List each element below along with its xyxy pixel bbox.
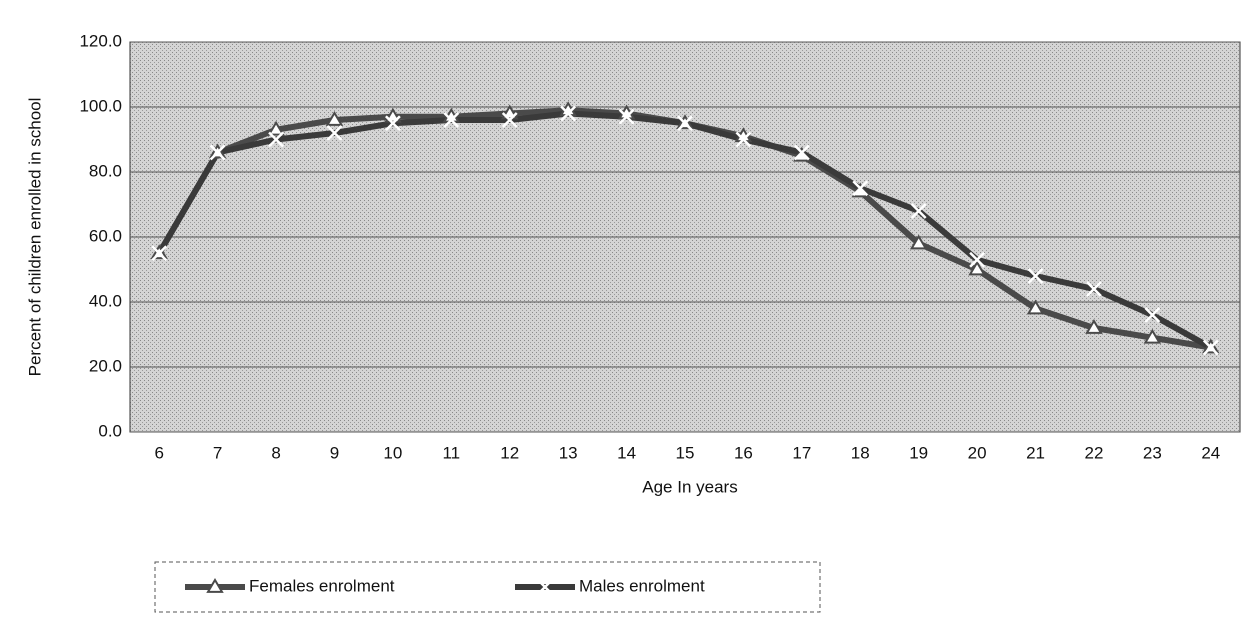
data-point [793,144,810,161]
data-point [735,131,752,148]
x-tick-label: 19 [909,443,928,462]
data-point [1143,328,1162,344]
x-tick-label: 8 [271,443,280,462]
data-point [1202,339,1219,356]
x-tick-label: 20 [968,443,987,462]
y-tick-label: 100.0 [79,96,122,115]
data-point [969,251,985,268]
data-point [1085,319,1103,334]
data-point [618,108,635,125]
data-point [151,245,168,262]
x-tick-label: 6 [154,443,163,462]
data-point [385,115,401,132]
data-point [268,131,284,148]
data-point [443,112,460,128]
data-point [968,260,986,276]
legend-label: Females enrolment [249,576,395,595]
data-point [326,125,343,141]
x-tick-label: 18 [851,443,870,462]
legend-label: Males enrolment [579,576,705,595]
data-point [267,120,285,136]
x-tick-label: 13 [559,443,578,462]
data-point [1086,281,1102,297]
data-point [501,112,518,128]
data-point [1027,268,1044,284]
x-tick-label: 7 [213,443,222,462]
x-tick-label: 17 [792,443,811,462]
data-point [852,180,869,197]
y-tick-label: 120.0 [79,31,122,50]
data-point [560,105,577,122]
x-tick-label: 14 [617,443,636,462]
legend-marker [206,578,224,593]
x-tick-label: 9 [330,443,339,462]
data-point [209,144,226,161]
x-tick-label: 16 [734,443,753,462]
x-tick-label: 10 [383,443,402,462]
y-tick-label: 80.0 [89,161,122,180]
x-tick-label: 24 [1201,443,1220,462]
y-axis-title: Percent of children enrolled in school [25,98,44,377]
x-tick-label: 11 [442,443,460,462]
x-tick-label: 22 [1084,443,1103,462]
data-point [1144,307,1161,323]
data-point [325,111,344,126]
legend-marker [537,579,553,595]
y-tick-label: 60.0 [89,226,122,245]
y-tick-label: 20.0 [89,356,122,375]
legend [154,561,821,613]
y-tick-label: 0.0 [98,421,122,440]
x-axis-title: Age In years [642,477,737,496]
x-tick-label: 12 [500,443,519,462]
data-point [909,234,928,250]
y-tick-label: 40.0 [89,291,122,310]
x-tick-label: 23 [1143,443,1162,462]
data-point [910,203,927,219]
x-tick-label: 21 [1026,443,1045,462]
data-point [1026,299,1045,315]
data-point [677,115,693,132]
x-tick-label: 15 [676,443,695,462]
